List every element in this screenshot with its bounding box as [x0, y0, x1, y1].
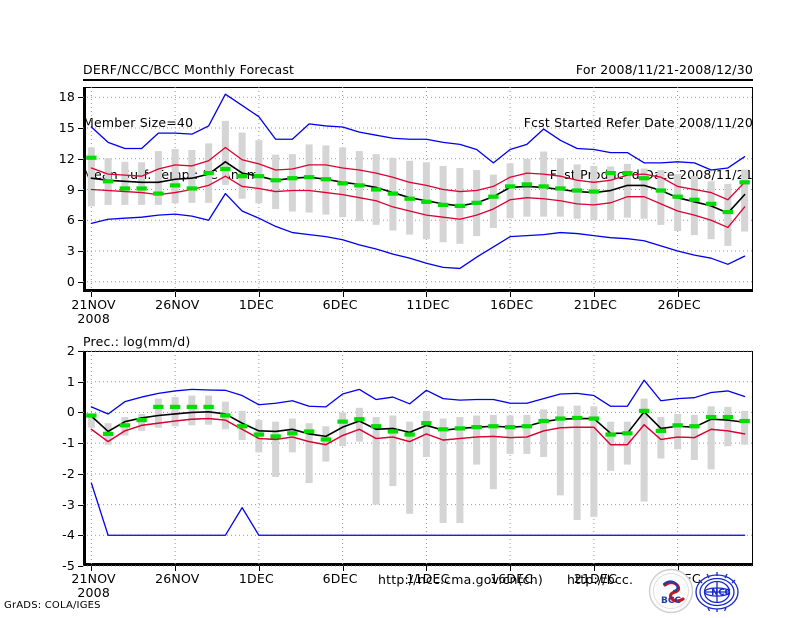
y-axis-tick-label: 9: [66, 181, 75, 197]
y-axis-tick: [78, 281, 83, 283]
x-axis-tick-label: 21NOV: [71, 297, 116, 312]
header-divider: [83, 79, 753, 81]
y-axis-tick: [78, 128, 83, 129]
forecast-title: DERF/NCC/BCC Monthly Forecast: [83, 62, 295, 77]
y-axis-tick: [78, 535, 83, 537]
x-axis-tick-label: 26NOV: [155, 297, 200, 312]
precipitation-plot: [83, 350, 753, 567]
x-axis-year-label: 2008: [77, 585, 110, 600]
chart-header: DERF/NCC/BCC Monthly Forecast Member Siz…: [0, 0, 800, 182]
bcc-url[interactable]: http://bcc.: [567, 572, 634, 587]
x-axis-tick-label: 1DEC: [238, 297, 274, 312]
y-axis-tick-label: 1: [66, 373, 75, 389]
x-axis-tick: [342, 292, 344, 297]
x-axis-tick: [426, 566, 428, 571]
x-axis-tick-label: 26NOV: [155, 571, 200, 586]
temperature-plot-frame: [83, 87, 753, 292]
precip-panel-title: Prec.: log(mm/d): [83, 334, 191, 349]
y-axis-tick: [78, 97, 83, 99]
y-axis-tick-label: 3: [66, 243, 75, 258]
x-axis-tick-label: 26DEC: [657, 297, 701, 312]
ncc-logo-label: NCC: [711, 588, 731, 598]
forecast-period: For 2008/11/21-2008/12/30: [575, 62, 753, 77]
y-axis-tick-label: 0: [66, 273, 75, 289]
y-axis-tick: [78, 443, 83, 445]
x-axis-tick: [342, 566, 344, 571]
x-axis-tick: [677, 566, 679, 571]
temperature-plot: [83, 87, 753, 292]
x-axis-tick: [426, 292, 428, 297]
x-axis-tick: [510, 292, 512, 297]
ncc-logo: NCC: [693, 568, 741, 614]
y-axis-tick-label: 12: [58, 150, 75, 166]
y-axis-tick: [78, 566, 83, 567]
grads-credit: GrADS: COLA/IGES: [4, 600, 101, 611]
bcc-logo-label: BCC: [661, 596, 681, 606]
y-axis-tick: [78, 412, 83, 414]
x-axis-tick: [91, 566, 93, 571]
y-axis-tick-label: 15: [58, 120, 75, 135]
x-axis-tick: [593, 292, 595, 297]
ncc-url[interactable]: http://ncc.cma.gov.cn(ch): [378, 572, 543, 587]
x-axis-tick-label: 21DEC: [573, 571, 618, 586]
x-axis-tick-label: 16DEC: [490, 571, 534, 586]
x-axis-tick: [677, 292, 679, 297]
y-axis-tick: [78, 504, 83, 506]
y-axis-tick-label: -3: [62, 496, 75, 512]
precipitation-panel: [83, 350, 753, 567]
y-axis-tick: [78, 251, 83, 252]
y-axis-tick: [78, 473, 83, 475]
y-axis-tick-label: 6: [66, 212, 75, 228]
y-axis-tick: [78, 189, 83, 191]
x-axis-tick-label: 11DEC: [406, 571, 450, 586]
y-axis-tick: [78, 158, 83, 160]
x-axis-tick-label: 6DEC: [322, 571, 358, 586]
x-axis-tick: [258, 292, 260, 297]
y-axis-tick-label: 0: [66, 404, 75, 420]
y-axis-tick: [78, 381, 83, 383]
refer-date: Fcst Started Refer Date 2008/11/20: [523, 114, 753, 130]
x-axis-tick-label: 21DEC: [573, 297, 618, 312]
x-axis-tick-label: 11DEC: [406, 297, 450, 312]
y-axis-tick-label: -5: [62, 558, 75, 573]
temperature-panel: [83, 87, 753, 292]
x-axis-tick-label: 6DEC: [322, 297, 358, 312]
y-axis-tick-label: -4: [62, 527, 75, 543]
x-axis-tick: [593, 566, 595, 571]
x-axis-tick: [175, 566, 177, 571]
x-axis-tick-label: 21NOV: [71, 571, 116, 586]
member-size: Member Size=40: [83, 114, 194, 130]
x-axis-tick: [175, 292, 177, 297]
precipitation-plot-frame: [83, 351, 753, 566]
x-axis-tick-label: 1DEC: [238, 571, 274, 586]
x-axis-year-label: 2008: [77, 311, 110, 326]
x-axis-tick: [510, 566, 512, 571]
y-axis-tick-label: 18: [58, 89, 75, 105]
y-axis-tick: [78, 220, 83, 222]
x-axis-tick: [258, 566, 260, 571]
x-axis-tick-label: 16DEC: [490, 297, 534, 312]
x-axis-tick: [91, 292, 93, 297]
y-axis-tick: [78, 351, 83, 352]
y-axis-tick-label: -1: [62, 435, 75, 451]
bcc-logo: BCC: [648, 568, 694, 614]
y-axis-tick-label: 2: [66, 343, 75, 358]
y-axis-tick-label: -2: [62, 465, 75, 481]
